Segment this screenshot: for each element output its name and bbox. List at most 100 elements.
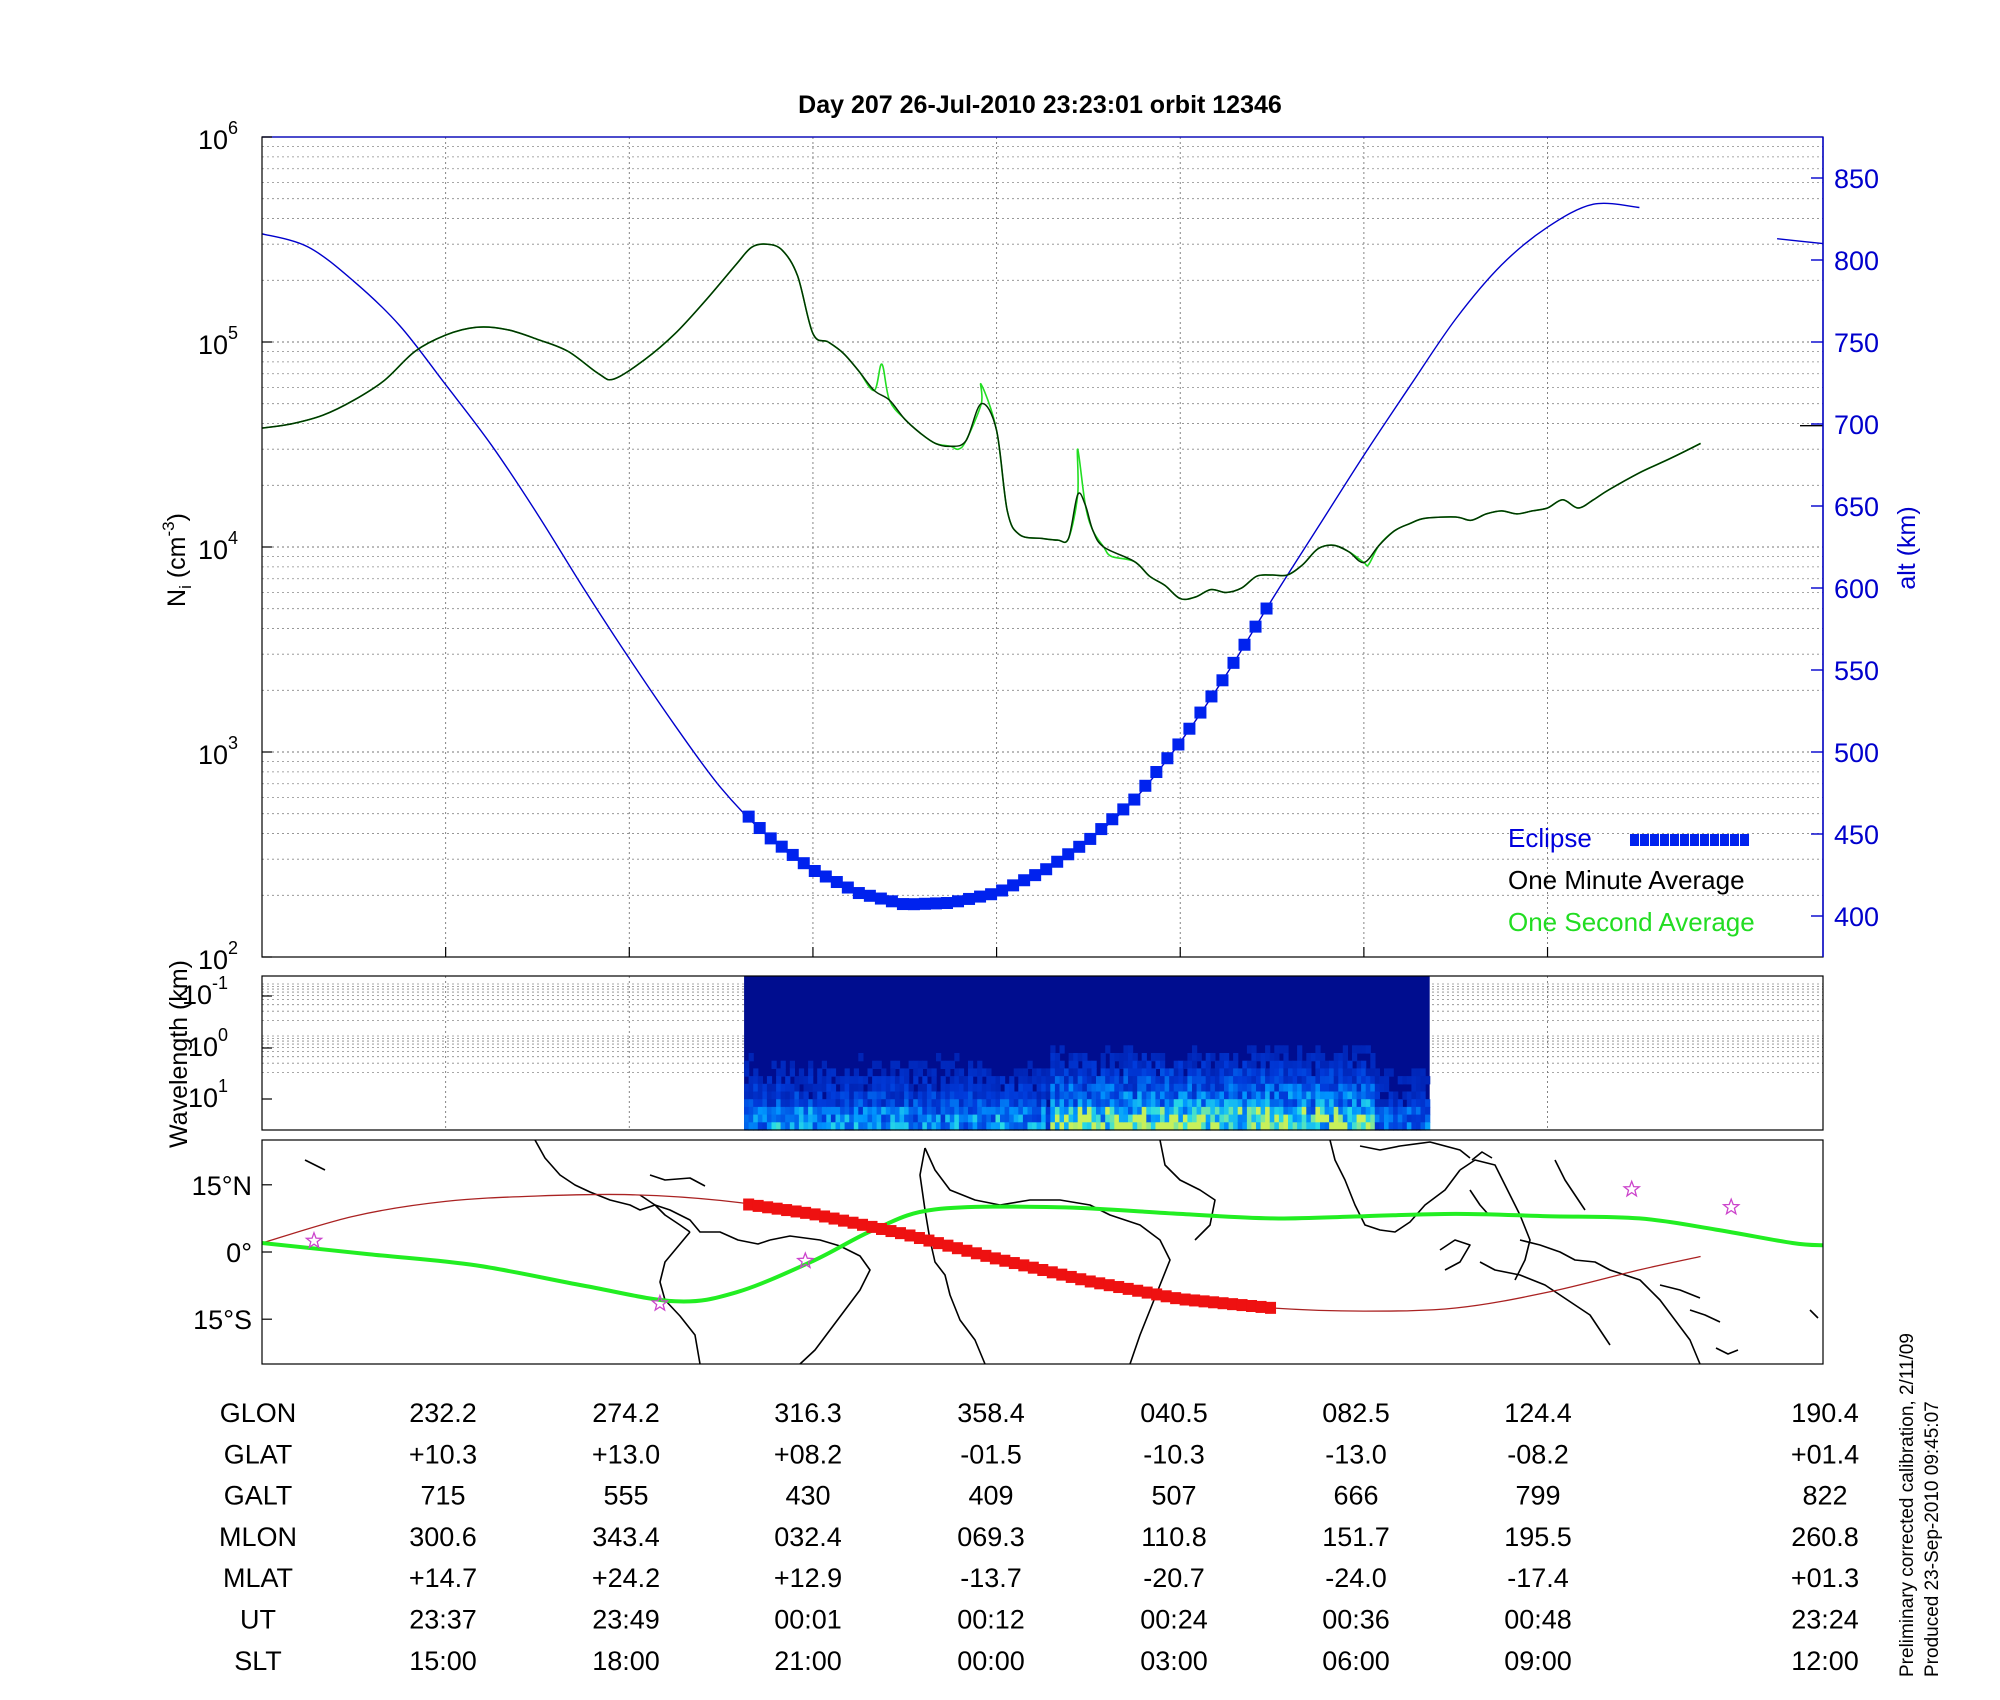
table-cell: -24.0 [1325, 1563, 1387, 1593]
heatmap-cell [1160, 1053, 1166, 1062]
heatmap-cell [908, 1083, 914, 1093]
heatmap-cell [885, 1091, 891, 1100]
heatmap-cell [771, 1114, 777, 1123]
eclipse-track-marker [1217, 1297, 1229, 1310]
heatmap-cell [1068, 1060, 1074, 1069]
heatmap-cell [1077, 1106, 1083, 1116]
heatmap-cell [1178, 1083, 1184, 1093]
heatmap-cell [1205, 1114, 1211, 1123]
heatmap-cell [853, 1091, 859, 1100]
heatmap-cell [1315, 1068, 1321, 1077]
heatmap-cell [1160, 1106, 1166, 1116]
eclipse-marker [1249, 620, 1262, 633]
table-cell: 00:12 [957, 1605, 1025, 1635]
heatmap-cell [808, 1068, 814, 1077]
heatmap-cell [1155, 1060, 1161, 1069]
heatmap-cell [748, 1122, 754, 1131]
heatmap-cell [1310, 1053, 1316, 1062]
wavelength-y-label: Wavelength (km) [165, 960, 193, 1148]
heatmap-cell [1082, 1083, 1088, 1093]
heatmap-cell [1068, 1083, 1074, 1093]
heatmap-cell [1411, 1083, 1417, 1093]
heatmap-cell [1297, 1091, 1303, 1100]
heatmap-cell [1118, 1114, 1125, 1123]
heatmap-cell [1310, 1099, 1316, 1108]
coastline-segment [1519, 1239, 1701, 1365]
heatmap-cell [1050, 1083, 1056, 1093]
heatmap-cell [1036, 1083, 1042, 1093]
heatmap-cell [1411, 1076, 1417, 1085]
heatmap-cell [1086, 1099, 1093, 1108]
heatmap-cell [1352, 1045, 1358, 1054]
eclipse-track-marker [1255, 1300, 1267, 1313]
heatmap-cell [1342, 1114, 1348, 1123]
heatmap-cell [1100, 1122, 1106, 1131]
heatmap-cell [1425, 1076, 1431, 1085]
heatmap-cell [1288, 1060, 1294, 1069]
heatmap-cell [862, 1076, 869, 1085]
heatmap-cell [1228, 1060, 1234, 1069]
heatmap-cell [1100, 1114, 1106, 1123]
heatmap-cell [958, 1091, 965, 1100]
heatmap-cell [1141, 1076, 1147, 1085]
heatmap-cell [1402, 1122, 1408, 1131]
heatmap-cell [1173, 1122, 1179, 1131]
heatmap-cell [1205, 1122, 1211, 1131]
heatmap-cell [1182, 1106, 1189, 1116]
heatmap-cell [1036, 1091, 1042, 1100]
heatmap-cell [1301, 1060, 1307, 1069]
heatmap-cell [1096, 1099, 1102, 1108]
heatmap-cell [1032, 1114, 1038, 1123]
heatmap-cell [1004, 1114, 1010, 1123]
heatmap-cell [798, 1106, 805, 1116]
eclipse-marker [1139, 779, 1152, 792]
heatmap-cell [1054, 1122, 1061, 1131]
heatmap-cell [904, 1099, 910, 1108]
heatmap-cell [990, 1099, 997, 1108]
heatmap-cell [766, 1076, 773, 1085]
legend-eclipse-block [1640, 834, 1649, 846]
heatmap-cell [1118, 1106, 1125, 1116]
heatmap-cell [1342, 1053, 1348, 1062]
heatmap-cell [1205, 1106, 1211, 1116]
heatmap-cell [1091, 1114, 1097, 1123]
heatmap-cell [1128, 1122, 1134, 1131]
heatmap-cell [1251, 1083, 1257, 1093]
heatmap-cell [894, 1076, 901, 1085]
heatmap-cell [1411, 1091, 1417, 1100]
eclipse-track-marker [980, 1249, 992, 1262]
heatmap-cell [1009, 1091, 1015, 1100]
heatmap-cell [931, 1091, 937, 1100]
heatmap-cell [1132, 1060, 1138, 1069]
heatmap-cell [826, 1114, 832, 1123]
heatmap-cell [1256, 1053, 1262, 1062]
heatmap-cell [1219, 1083, 1225, 1093]
heatmap-cell [1205, 1083, 1211, 1093]
heatmap-cell [1416, 1076, 1422, 1085]
heatmap-cell [753, 1122, 759, 1131]
heatmap-cell [1352, 1083, 1358, 1093]
heatmap-cell [1192, 1045, 1198, 1054]
heatmap-cell [798, 1068, 805, 1077]
heatmap-cell [1228, 1114, 1234, 1123]
heatmap-cell [840, 1114, 846, 1123]
coastline-segment [304, 1159, 326, 1171]
heatmap-cell [1329, 1076, 1335, 1085]
heatmap-cell [1320, 1099, 1326, 1108]
coastline-segment [1809, 1309, 1819, 1319]
heatmap-cell [1169, 1068, 1175, 1077]
heatmap-cell [995, 1083, 1001, 1093]
heatmap-cell [1265, 1106, 1271, 1116]
heatmap-cell [1283, 1106, 1289, 1116]
heatmap-cell [1086, 1083, 1093, 1093]
heatmap-cell [1228, 1091, 1234, 1100]
heatmap-cell [1187, 1106, 1193, 1116]
heatmap-cell [1132, 1106, 1138, 1116]
heatmap-cell [894, 1091, 901, 1100]
eclipse-marker [797, 857, 810, 870]
heatmap-cell [1068, 1091, 1074, 1100]
heatmap-cell [1091, 1083, 1097, 1093]
heatmap-cell [1192, 1053, 1198, 1062]
heatmap-cell [1118, 1060, 1125, 1069]
heatmap-cell [821, 1122, 827, 1131]
